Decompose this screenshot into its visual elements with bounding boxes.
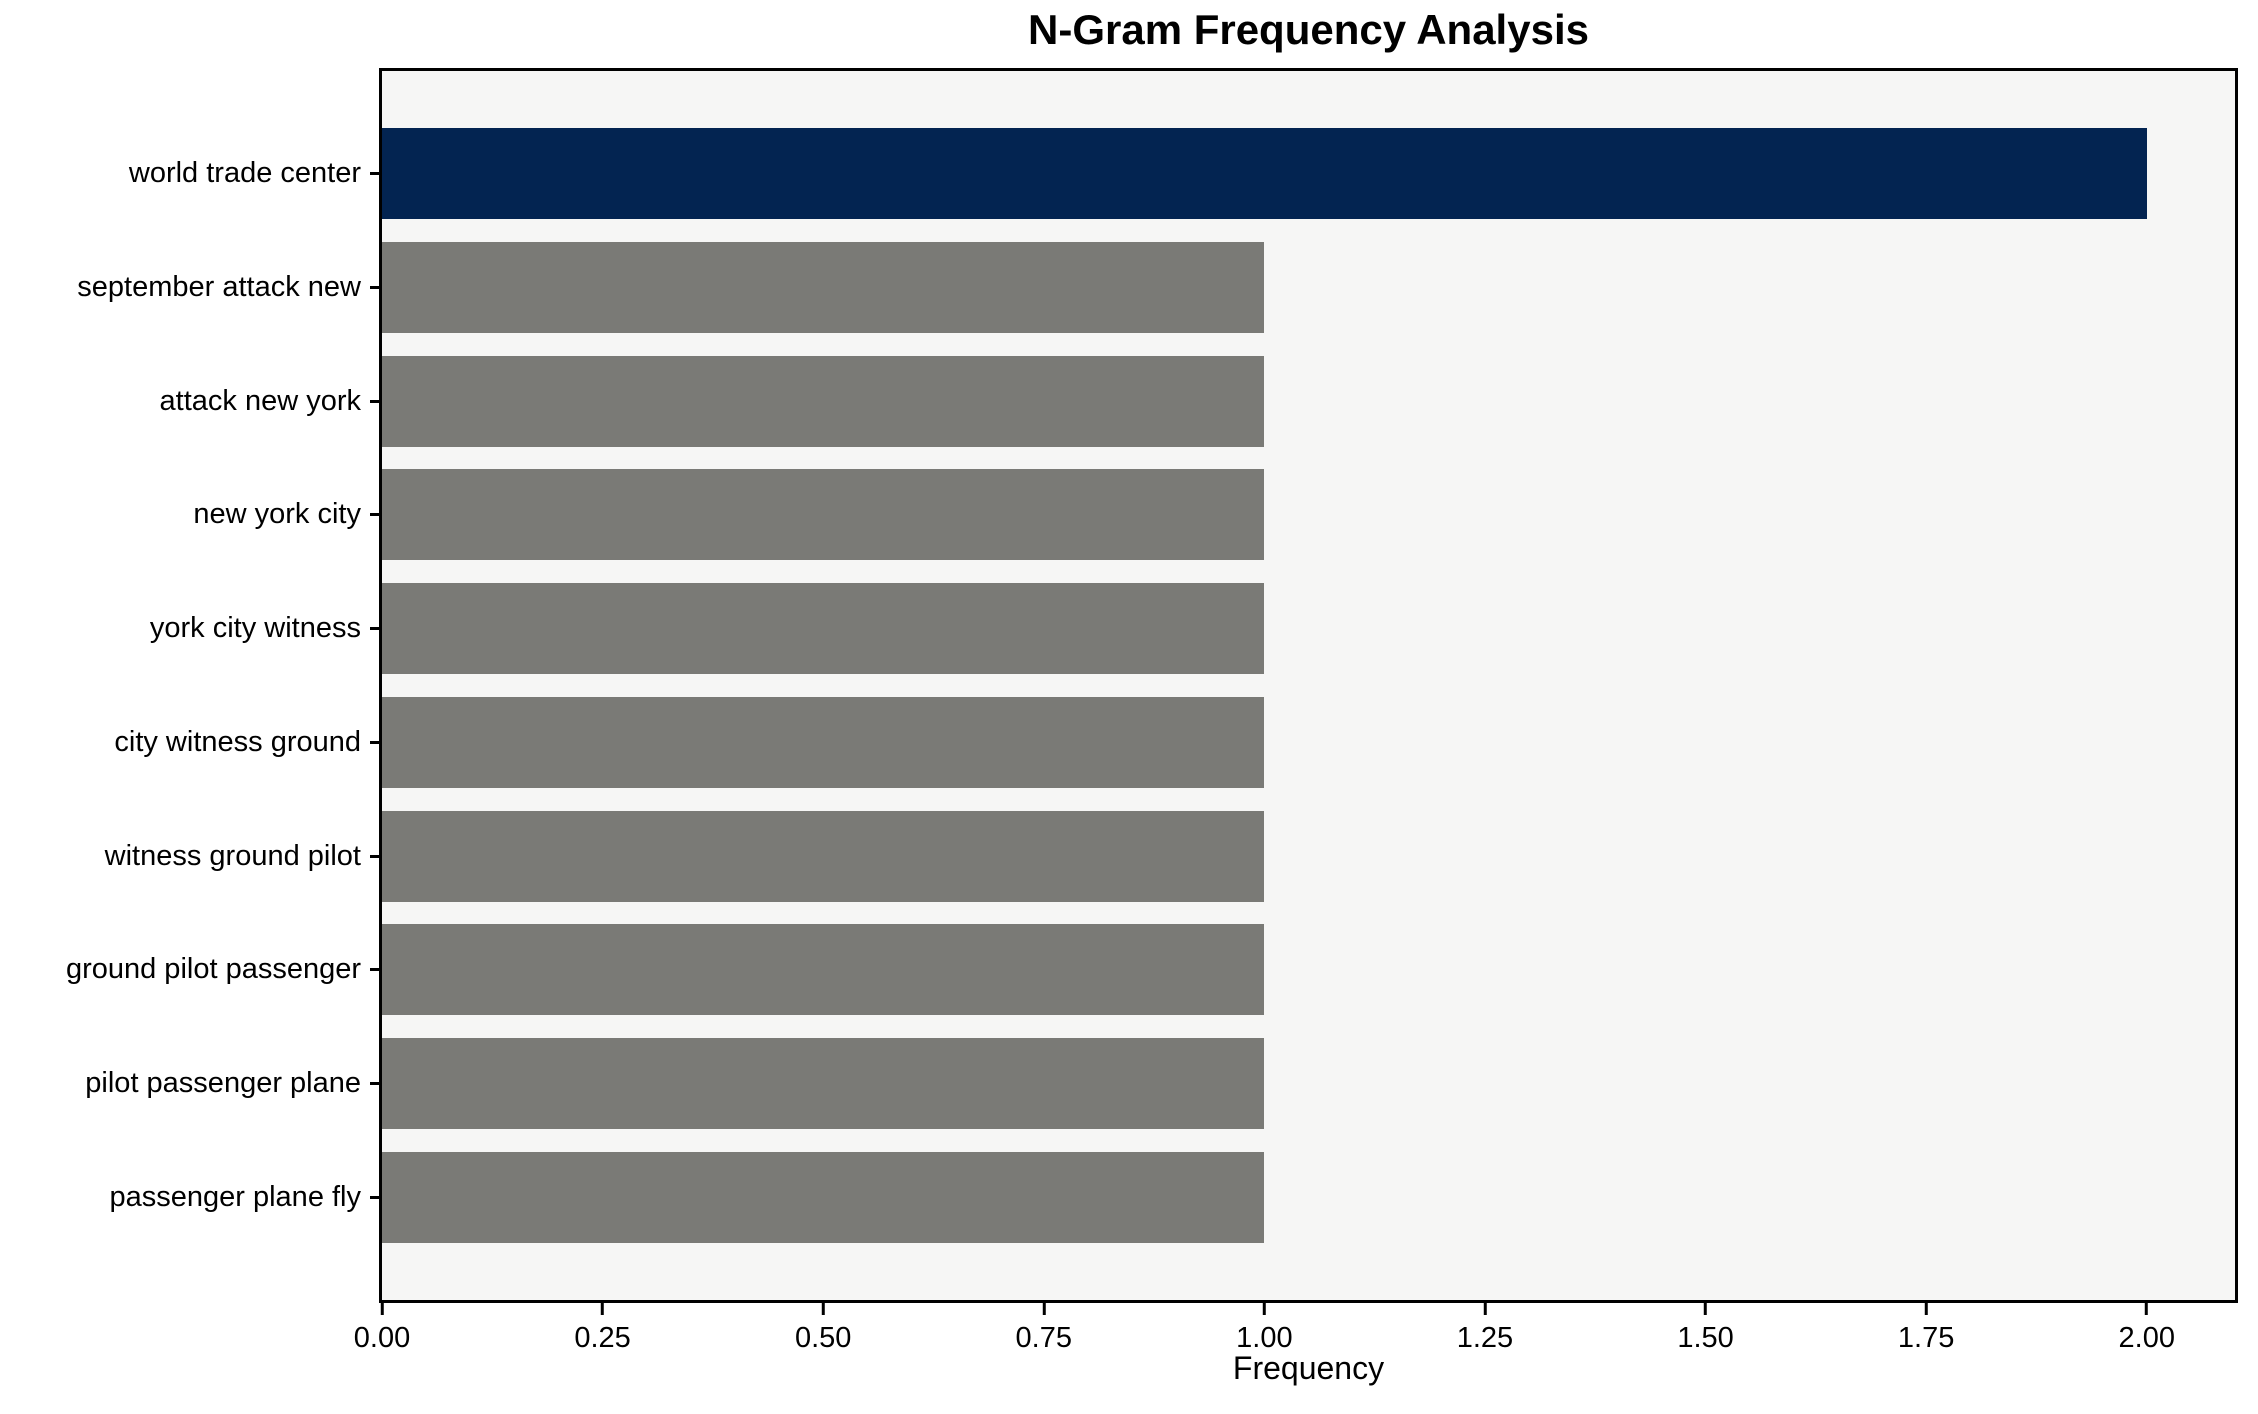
x-tick-label: 0.75 bbox=[1015, 1322, 1073, 1354]
y-tick-label: york city witness bbox=[149, 612, 361, 645]
x-tick-mark bbox=[821, 1303, 825, 1315]
bar-passenger-plane-fly bbox=[382, 1151, 1265, 1243]
y-tick-label: ground pilot passenger bbox=[65, 953, 361, 986]
y-tick-row: ground pilot passenger bbox=[0, 913, 379, 1027]
y-tick-row: world trade center bbox=[0, 117, 379, 231]
x-tick: 0.75 bbox=[1016, 1303, 1072, 1355]
x-tick-label: 1.25 bbox=[1456, 1322, 1514, 1354]
bar-attack-new-york bbox=[382, 355, 1265, 447]
y-tick-row: witness ground pilot bbox=[0, 799, 379, 913]
y-tick-row: pilot passenger plane bbox=[0, 1027, 379, 1141]
y-tick-mark bbox=[370, 1081, 379, 1085]
x-tick-mark bbox=[1042, 1303, 1046, 1315]
y-tick-mark bbox=[370, 286, 379, 290]
x-tick-label: 1.00 bbox=[1236, 1322, 1293, 1354]
bar-row bbox=[382, 344, 2235, 458]
y-tick-row: passenger plane fly bbox=[0, 1140, 379, 1254]
bars bbox=[382, 71, 2235, 1300]
y-tick-row: september attack new bbox=[0, 231, 379, 345]
x-tick: 2.00 bbox=[2119, 1303, 2175, 1355]
bar-row bbox=[382, 1140, 2235, 1254]
y-tick-row: york city witness bbox=[0, 572, 379, 686]
x-tick: 0.00 bbox=[354, 1303, 410, 1355]
x-tick: 0.50 bbox=[795, 1303, 851, 1355]
x-tick-label: 2.00 bbox=[2118, 1322, 2175, 1354]
y-tick-mark bbox=[370, 854, 379, 858]
bar-row bbox=[382, 572, 2235, 686]
bar-row bbox=[382, 913, 2235, 1027]
x-tick-label: 1.50 bbox=[1677, 1322, 1734, 1354]
x-tick-mark bbox=[380, 1303, 384, 1315]
x-tick-label: 0.00 bbox=[353, 1322, 411, 1354]
y-tick-label: passenger plane fly bbox=[109, 1180, 362, 1213]
x-tick-mark bbox=[1924, 1303, 1928, 1315]
bar-row bbox=[382, 1027, 2235, 1141]
bar-row bbox=[382, 799, 2235, 913]
y-tick-row: attack new york bbox=[0, 344, 379, 458]
bar-september-attack-new bbox=[382, 242, 1265, 334]
bar-world-trade-center bbox=[382, 128, 2147, 220]
y-tick-mark bbox=[370, 627, 379, 631]
x-tick: 1.75 bbox=[1898, 1303, 1954, 1355]
y-tick-mark bbox=[370, 172, 379, 176]
x-axis: 0.00 0.25 0.50 0.75 1.00 1.25 1.50 1.75 2.00 bbox=[354, 1303, 2235, 1393]
x-tick-label: 1.75 bbox=[1897, 1322, 1955, 1354]
y-tick-mark bbox=[370, 399, 379, 403]
y-tick-mark bbox=[370, 513, 379, 517]
bar-witness-ground-pilot bbox=[382, 810, 1265, 902]
x-tick-mark bbox=[1704, 1303, 1708, 1315]
x-tick-mark bbox=[2145, 1303, 2149, 1315]
y-tick-mark bbox=[370, 1195, 379, 1199]
y-tick-label: witness ground pilot bbox=[104, 839, 361, 872]
y-tick-label: september attack new bbox=[77, 271, 361, 304]
x-tick: 0.25 bbox=[574, 1303, 631, 1355]
y-tick-label: world trade center bbox=[128, 157, 361, 190]
bar-row bbox=[382, 686, 2235, 800]
y-tick-label: city witness ground bbox=[114, 725, 361, 758]
y-tick-label: new york city bbox=[193, 498, 361, 531]
x-tick: 1.00 bbox=[1236, 1303, 1293, 1355]
bar-new-york-city bbox=[382, 469, 1265, 561]
x-tick-label: 0.25 bbox=[574, 1322, 631, 1354]
bar-city-witness-ground bbox=[382, 696, 1265, 788]
bar-row bbox=[382, 458, 2235, 572]
x-tick: 1.25 bbox=[1457, 1303, 1513, 1355]
y-tick-row: city witness ground bbox=[0, 686, 379, 800]
x-tick-mark bbox=[1262, 1303, 1266, 1315]
y-tick-mark bbox=[370, 740, 379, 744]
x-tick-mark bbox=[601, 1303, 605, 1315]
chart-title: N-Gram Frequency Analysis bbox=[1028, 6, 1589, 53]
bar-ground-pilot-passenger bbox=[382, 924, 1265, 1016]
x-tick-label: 0.50 bbox=[794, 1322, 852, 1354]
bar-pilot-passenger-plane bbox=[382, 1037, 1265, 1129]
bar-row bbox=[382, 231, 2235, 345]
x-axis-label: Frequency bbox=[1232, 1350, 1385, 1386]
plot-area bbox=[379, 68, 2238, 1303]
x-tick-mark bbox=[1483, 1303, 1487, 1315]
x-tick: 1.50 bbox=[1677, 1303, 1734, 1355]
bar-row bbox=[382, 117, 2235, 231]
bar-york-city-witness bbox=[382, 583, 1265, 675]
y-tick-label: pilot passenger plane bbox=[85, 1066, 361, 1099]
y-tick-row: new york city bbox=[0, 458, 379, 572]
y-tick-label: attack new york bbox=[159, 384, 361, 417]
y-axis: world trade center september attack new at… bbox=[0, 71, 379, 1300]
y-tick-mark bbox=[370, 968, 379, 972]
